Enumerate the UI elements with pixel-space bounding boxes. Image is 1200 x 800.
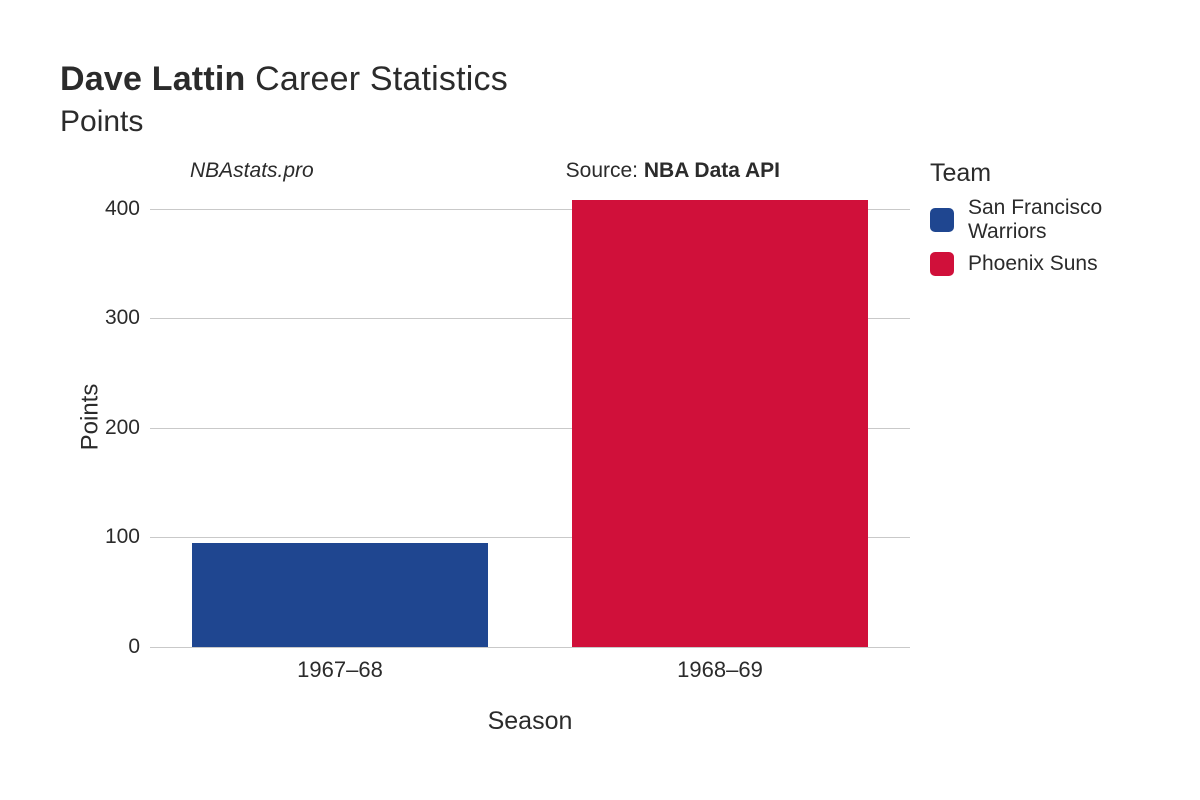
- title-player-name: Dave Lattin: [60, 60, 245, 98]
- x-tick-label: 1967–68: [297, 657, 383, 683]
- legend-label: Phoenix Suns: [968, 252, 1098, 276]
- brand-label: NBAstats.pro: [190, 159, 314, 183]
- y-tick-label: 300: [80, 306, 140, 330]
- y-tick-label: 100: [80, 525, 140, 549]
- bar-1968–69: [572, 200, 868, 647]
- chart-container: Dave Lattin Career Statistics Points NBA…: [0, 0, 1200, 800]
- annotation-row: NBAstats.pro Source: NBA Data API: [150, 159, 910, 187]
- legend-swatch: [930, 208, 954, 232]
- legend-item: San Francisco Warriors: [930, 196, 1160, 244]
- chart-title: Dave Lattin Career Statistics: [60, 60, 1160, 99]
- legend-item: Phoenix Suns: [930, 252, 1160, 276]
- y-tick-label: 200: [80, 416, 140, 440]
- y-tick-label: 400: [80, 197, 140, 221]
- chart-row: NBAstats.pro Source: NBA Data API Points…: [60, 159, 1160, 647]
- legend-swatch: [930, 252, 954, 276]
- source-prefix: Source:: [566, 159, 644, 182]
- bar-1967–68: [192, 543, 488, 647]
- chart-block: NBAstats.pro Source: NBA Data API Points…: [60, 159, 910, 647]
- y-tick-label: 0: [80, 635, 140, 659]
- legend-title: Team: [930, 159, 1160, 188]
- source-label: Source: NBA Data API: [566, 159, 780, 183]
- plot-area: Points 01002003004001967–681968–69 Seaso…: [150, 187, 910, 647]
- title-suffix: Career Statistics: [255, 60, 508, 98]
- legend: Team San Francisco Warriors Phoenix Suns: [930, 159, 1160, 284]
- source-name: NBA Data API: [644, 159, 780, 182]
- x-axis-title: Season: [150, 707, 910, 736]
- grid-line: [150, 647, 910, 648]
- x-tick-label: 1968–69: [677, 657, 763, 683]
- chart-subtitle: Points: [60, 105, 1160, 139]
- legend-label: San Francisco Warriors: [968, 196, 1160, 244]
